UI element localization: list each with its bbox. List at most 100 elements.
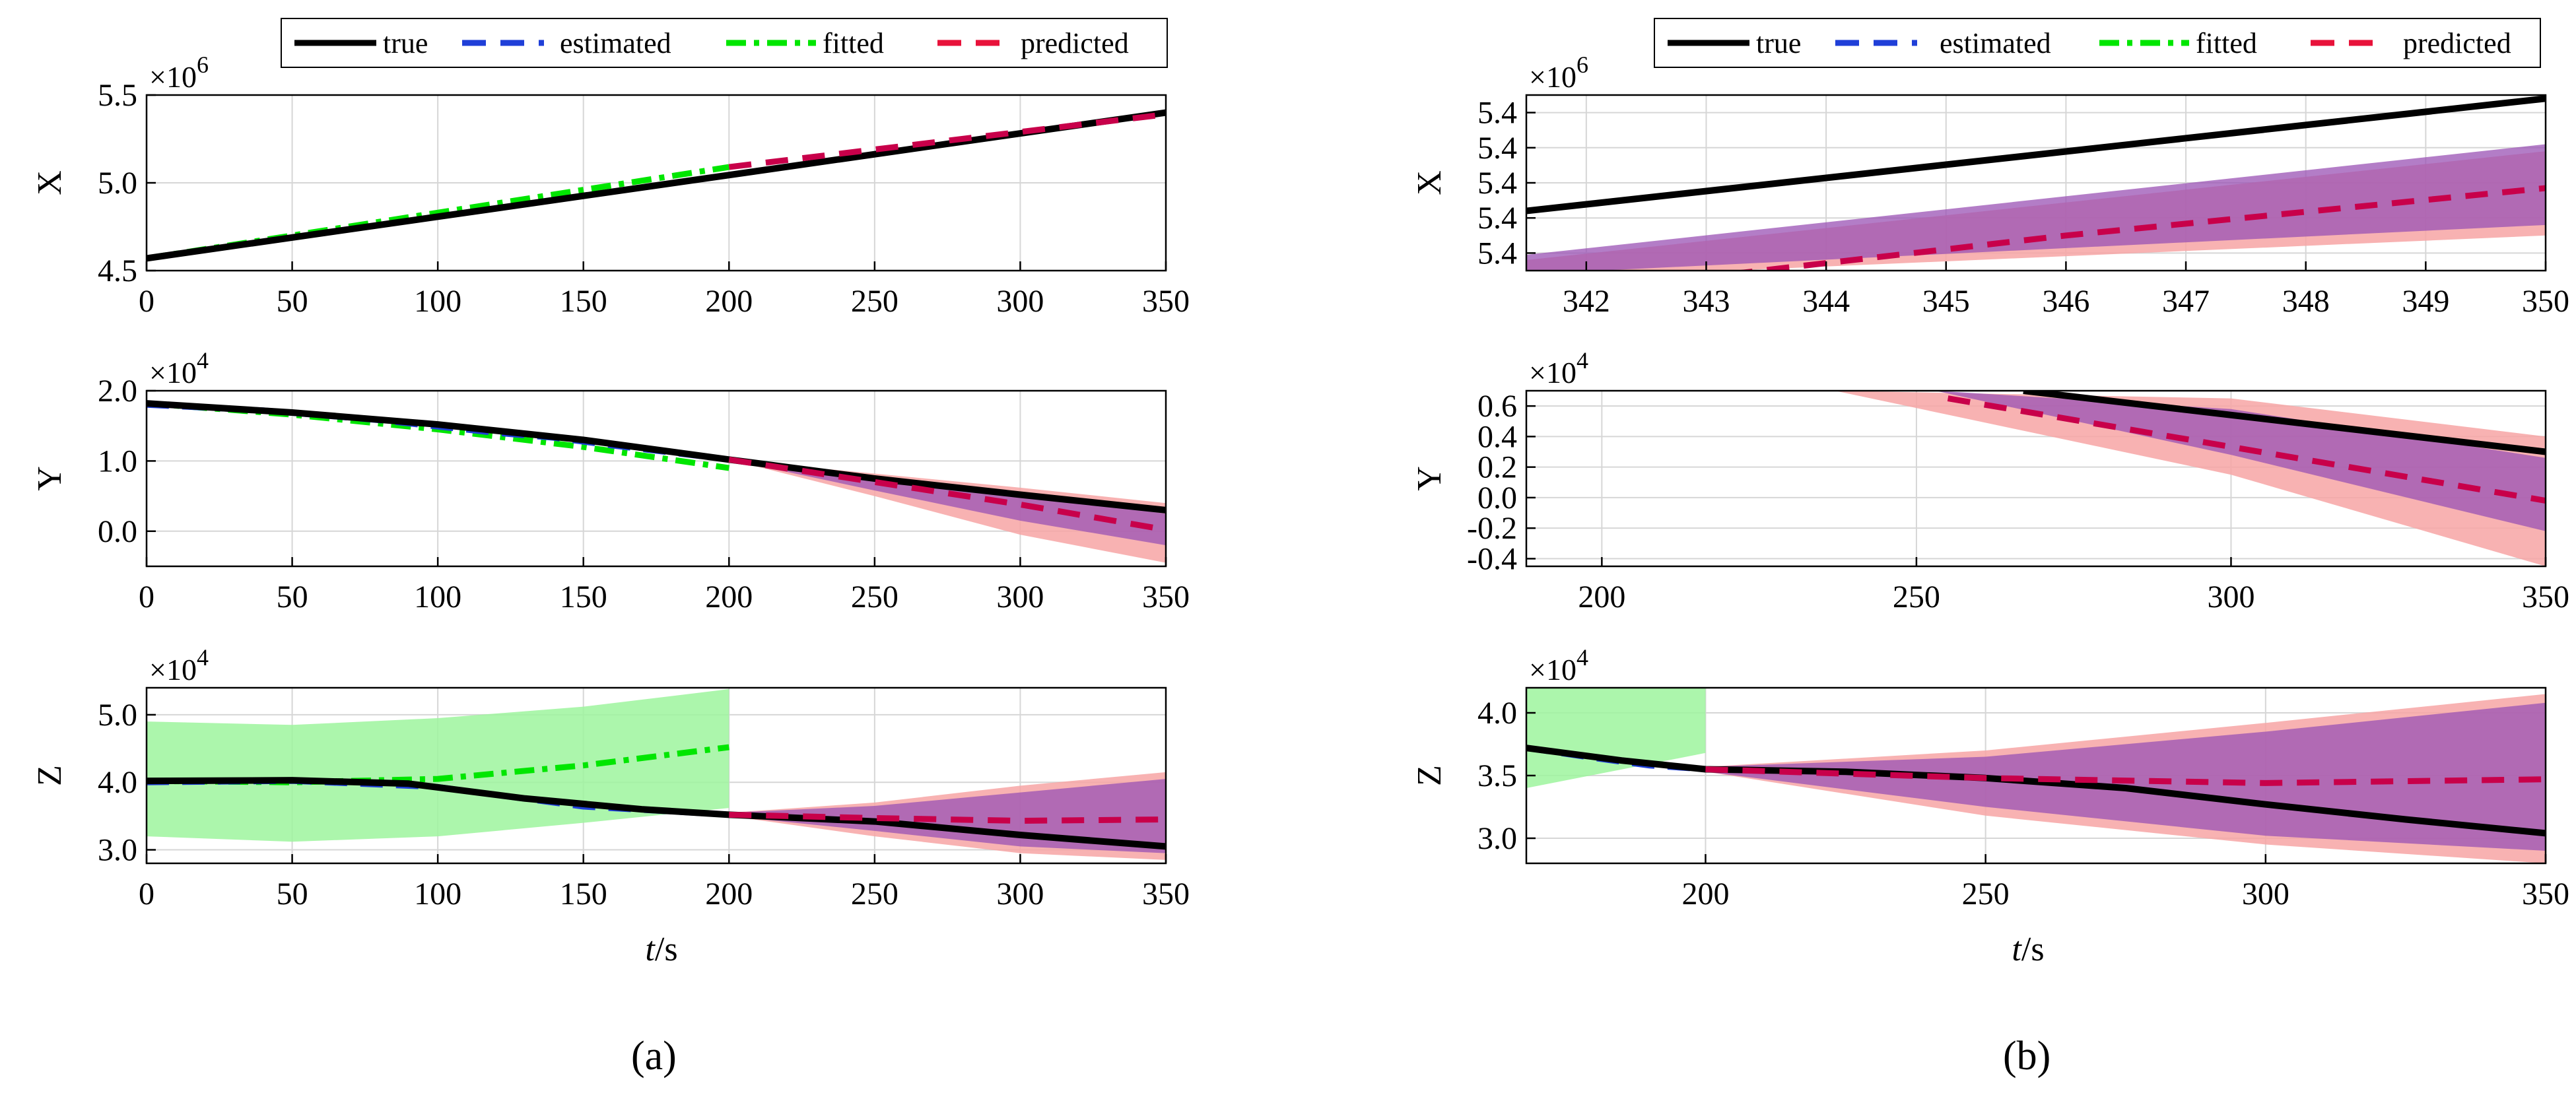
chart-b-X-xtick-label-1: 343 xyxy=(1682,284,1730,319)
chart-a-Y-xtick-label-2: 100 xyxy=(414,580,461,614)
legend-b-predicted-label: predicted xyxy=(2403,27,2511,59)
chart-a-X-xtick-label-4: 200 xyxy=(705,284,753,319)
chart-b-Z-series-predicted xyxy=(1705,766,2546,786)
xlabel-a: t/s xyxy=(645,931,677,968)
chart-b-Z-exponent-base: ×10 xyxy=(1529,653,1576,686)
chart-b-Z-ytick-label-1: 3.5 xyxy=(1477,758,1517,793)
chart-b-X-ytick-label-0: 5.4 xyxy=(1477,236,1517,271)
chart-b-X-marks xyxy=(1526,95,2546,271)
chart-b-X-ytick-label-1: 5.4 xyxy=(1477,201,1517,236)
chart-a-X: 0 50 100 150 200 250 300 350 4.5 5.0 5.5 X ×106 xyxy=(31,51,1190,319)
chart-b-X-exponent-power: 6 xyxy=(1576,51,1588,78)
chart-b-X-estimated-band xyxy=(1526,144,2546,271)
chart-a-Z-ytick-label-2: 5.0 xyxy=(98,698,137,733)
chart-a-Y-xtick-label-6: 300 xyxy=(996,580,1044,614)
chart-b-Z-exponent: ×104 xyxy=(1529,644,1588,686)
chart-a-Y-exponent-base: ×10 xyxy=(149,356,197,389)
chart-b-Y-xtick-label-3: 350 xyxy=(2522,580,2569,614)
chart-b-Y-xtick-label-1: 250 xyxy=(1893,580,1940,614)
legend-b: true estimated fitted predicted xyxy=(1654,18,2541,68)
chart-a-Z-xtick-label-1: 50 xyxy=(277,877,308,912)
chart-b-X-series-true xyxy=(1526,95,2546,215)
chart-b-X-exponent: ×106 xyxy=(1529,51,1588,94)
chart-b-X-ytick-label-4: 5.4 xyxy=(1477,96,1517,131)
chart-a-Y-ytick-label-1: 1.0 xyxy=(98,444,137,479)
chart-b-Z-exponent-power: 4 xyxy=(1576,644,1588,671)
subfigure-label-a: (a) xyxy=(631,1034,677,1078)
chart-a-Y-xtick-label-1: 50 xyxy=(277,580,308,614)
chart-a-Z-ytick-label-1: 4.0 xyxy=(98,765,137,800)
chart-a-Z-xtick-label-6: 300 xyxy=(996,877,1044,912)
chart-a-Z-xtick-label-0: 0 xyxy=(139,877,154,912)
chart-a-X-xtick-label-5: 250 xyxy=(851,284,898,319)
legend-a-box xyxy=(281,18,1168,68)
chart-b-Y-exponent: ×104 xyxy=(1529,347,1588,389)
chart-b-X-xtick-label-4: 346 xyxy=(2042,284,2089,319)
chart-b-Z-ytick-label-0: 3.0 xyxy=(1477,821,1517,856)
chart-a-Z-axes-box xyxy=(145,686,1167,865)
chart-b-X-xtick-label-7: 349 xyxy=(2402,284,2449,319)
chart-a-Y-marks xyxy=(147,400,1166,563)
chart-b-Y-ytick-label-4: 0.4 xyxy=(1477,419,1517,454)
chart-b-X: 342 343 344 345 346 347 348 349 3505.45.45.45.45… xyxy=(1411,51,2569,319)
chart-b-Z-ytick-label-2: 4.0 xyxy=(1477,696,1517,731)
chart-b-Z-marks xyxy=(1526,688,2546,863)
legend-a-estimated-label: estimated xyxy=(560,27,671,59)
chart-b-Y-ytick-label-5: 0.6 xyxy=(1477,389,1517,424)
chart-b-Z-xtick-label-3: 350 xyxy=(2522,877,2569,912)
chart-b-Z-xtick-label-2: 300 xyxy=(2242,877,2289,912)
chart-a-X-exponent-base: ×10 xyxy=(149,60,197,94)
legend-a-true-label: true xyxy=(383,27,428,59)
legend-a-fitted-label: fitted xyxy=(823,27,884,59)
chart-a-Y-series-true xyxy=(147,400,1166,514)
legend-b-box xyxy=(1654,18,2541,68)
legend-b-true-label: true xyxy=(1756,27,1801,59)
chart-b-Z-ylabel: Z xyxy=(1411,765,1448,786)
chart-b-Y-exponent-base: ×10 xyxy=(1529,356,1576,389)
chart-b-X-xtick-label-8: 350 xyxy=(2522,284,2569,319)
xlabel-b: t/s xyxy=(2012,931,2044,968)
chart-a-Z-exponent-base: ×10 xyxy=(149,653,197,686)
chart-a-Z-xtick-label-2: 100 xyxy=(414,877,461,912)
legend-a-predicted-label: predicted xyxy=(1021,27,1129,59)
chart-b-Z: 200 250 300 350 3.0 3.5 4.0 Z ×104 xyxy=(1411,644,2569,912)
chart-b-X-series-predicted xyxy=(1734,185,2546,271)
chart-a-X-xtick-label-2: 100 xyxy=(414,284,461,319)
chart-a-Z-xtick-label-4: 200 xyxy=(705,877,753,912)
chart-b-Y-ytick-label-1: -0.2 xyxy=(1467,511,1517,546)
chart-a-X-xtick-label-1: 50 xyxy=(277,284,308,319)
chart-b-Y: 200 250 300 350 -0.4-0.20.00.20.40.6 Y ×104 xyxy=(1411,347,2569,614)
chart-a-X-marks xyxy=(147,109,1166,262)
chart-a-Y-predicted-band xyxy=(729,459,1166,563)
chart-a-Y-ytick-label-2: 2.0 xyxy=(98,374,137,409)
chart-a-Z: 0 50 100 150 200 250 300 350 3.0 4.0 5.0 Z ×104 xyxy=(31,644,1190,912)
chart-a-Z-exponent: ×104 xyxy=(149,644,209,686)
chart-a-Y-exponent-power: 4 xyxy=(197,347,209,374)
chart-b-Y-axes-box xyxy=(1525,389,2547,568)
chart-b-Y-exponent-power: 4 xyxy=(1576,347,1588,374)
chart-a-Y-xtick-label-7: 350 xyxy=(1142,580,1190,614)
chart-a-Y-exponent: ×104 xyxy=(149,347,209,389)
chart-a-X-xtick-label-6: 300 xyxy=(996,284,1044,319)
chart-a-X-exponent-power: 6 xyxy=(197,51,209,78)
chart-b-X-ylabel: X xyxy=(1411,170,1448,195)
chart-a-X-xtick-label-7: 350 xyxy=(1142,284,1190,319)
chart-b-X-xtick-label-6: 348 xyxy=(2282,284,2330,319)
chart-b-Y-ytick-label-2: 0.0 xyxy=(1477,481,1517,515)
chart-a-Y-ytick-label-0: 0.0 xyxy=(98,514,137,549)
chart-b-Y-ytick-label-0: -0.4 xyxy=(1467,541,1517,576)
chart-a-Z-xtick-label-7: 350 xyxy=(1142,877,1190,912)
chart-a-Z-exponent-power: 4 xyxy=(197,644,209,671)
chart-a-X-exponent: ×106 xyxy=(149,51,209,94)
chart-a-Y-axes-box xyxy=(145,389,1167,568)
chart-a-Y: 0 50 100 150 200 250 300 350 0.0 1.0 2.0 Y ×104 xyxy=(31,347,1190,614)
chart-b-Y-ylabel: Y xyxy=(1411,466,1448,491)
chart-a-Y-xtick-label-0: 0 xyxy=(139,580,154,614)
chart-a-X-ytick-label-1: 5.0 xyxy=(98,166,137,201)
chart-a-Z-xtick-label-3: 150 xyxy=(560,877,607,912)
chart-b-Z-xtick-label-1: 250 xyxy=(1962,877,2010,912)
chart-a-Z-marks xyxy=(147,689,1166,860)
